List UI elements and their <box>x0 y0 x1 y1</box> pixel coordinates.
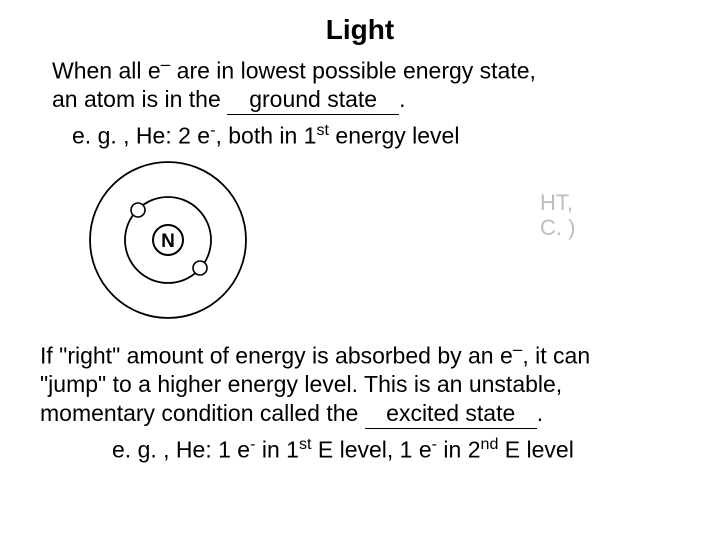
side-line2: C. ) <box>540 215 575 240</box>
ex2-pre: e. g. , He: 1 e <box>112 436 250 462</box>
superscript-minus: – <box>513 339 523 359</box>
blank-excited-state: excited state <box>365 399 537 429</box>
superscript-nd: nd <box>481 435 499 453</box>
superscript-st: st <box>316 121 329 139</box>
ex1-mid: , both in 1 <box>215 123 316 149</box>
side-line1: HT, <box>540 190 573 215</box>
p1-line1-pre: When all e <box>52 58 161 84</box>
ex2-post: E level <box>498 436 573 462</box>
ex2-mid3: in 2 <box>437 436 480 462</box>
p2-line3-pre: momentary condition called the <box>40 400 365 426</box>
paragraph-ground-state: When all e– are in lowest possible energ… <box>52 54 720 115</box>
page-title: Light <box>0 0 720 46</box>
paragraph-excited-state: If "right" amount of energy is absorbed … <box>40 339 690 429</box>
cut-off-text: HT, C. ) <box>540 190 575 241</box>
blank-ground-state: ground state <box>227 85 399 115</box>
p2-line1-post: , it can <box>522 342 590 368</box>
superscript-st: st <box>299 435 312 453</box>
electron-1 <box>131 203 145 217</box>
electron-2 <box>193 261 207 275</box>
p2-line3-post: . <box>537 400 543 426</box>
nucleus-label: N <box>161 231 175 252</box>
atom-svg: N <box>70 160 270 325</box>
ex1-post: energy level <box>329 123 459 149</box>
ex2-mid1: in 1 <box>255 436 298 462</box>
ex1-pre: e. g. , He: 2 e <box>72 123 210 149</box>
atom-diagram: N HT, C. ) <box>70 160 720 325</box>
ex2-mid2: E level, 1 e <box>311 436 431 462</box>
superscript-minus: – <box>161 54 171 74</box>
p2-line1-pre: If "right" amount of energy is absorbed … <box>40 342 513 368</box>
p1-line1-post: are in lowest possible energy state, <box>170 58 536 84</box>
example-2: e. g. , He: 1 e- in 1st E level, 1 e- in… <box>112 435 720 464</box>
example-1: e. g. , He: 2 e-, both in 1st energy lev… <box>72 121 720 150</box>
p1-line2-pre: an atom is in the <box>52 86 227 112</box>
p1-line2-post: . <box>399 86 405 112</box>
p2-line2: "jump" to a higher energy level. This is… <box>40 371 562 397</box>
